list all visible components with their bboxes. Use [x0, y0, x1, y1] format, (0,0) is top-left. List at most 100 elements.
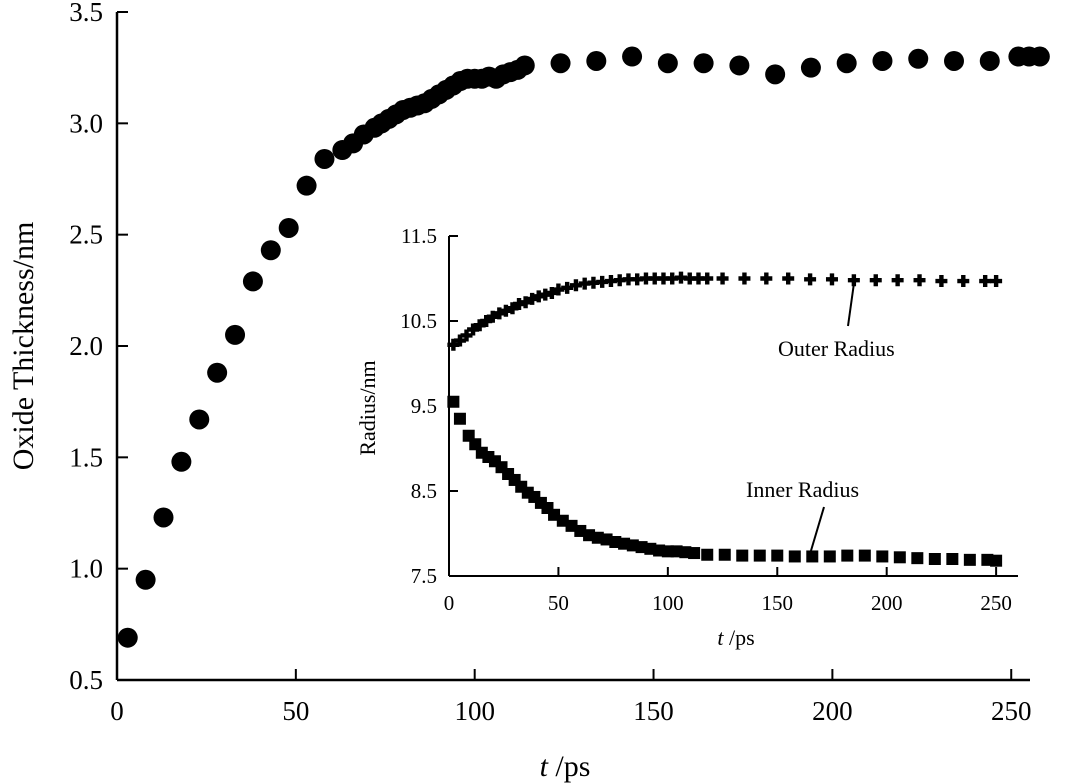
- outer-radius-point: [513, 298, 526, 310]
- inset-x-axis-title: t /ps: [717, 625, 754, 650]
- outer-radius-point: [990, 275, 1003, 288]
- inner-radius-leader: [809, 506, 825, 555]
- main-y-tick-label: 3.5: [69, 0, 103, 27]
- oxide-thickness-point: [622, 46, 643, 67]
- inner-radius-point: [771, 549, 784, 562]
- oxide-thickness-point: [765, 64, 786, 85]
- inner-radius-point: [963, 553, 976, 566]
- outer-radius-point: [979, 275, 992, 288]
- main-y-tick-label: 3.0: [69, 108, 103, 138]
- outer-radius-point: [486, 310, 499, 323]
- outer-radius-point: [613, 274, 626, 287]
- oxide-thickness-point: [908, 48, 929, 69]
- oxide-thickness-point: [189, 409, 210, 430]
- outer-radius-point: [526, 292, 539, 305]
- oxide-thickness-point: [944, 50, 964, 71]
- oxide-thickness-point: [550, 53, 571, 74]
- outer-radius-point: [674, 271, 687, 284]
- inner-radius-point: [508, 473, 521, 486]
- oxide-thickness-point: [260, 240, 281, 261]
- inner-radius-point: [718, 548, 731, 561]
- inner-radius-point: [736, 549, 749, 562]
- outer-radius-point: [891, 274, 904, 287]
- outer-radius-leader: [847, 282, 855, 327]
- oxide-thickness-point: [135, 569, 156, 590]
- outer-radius-point: [539, 288, 552, 301]
- inset-y-tick-label: 7.5: [411, 564, 437, 588]
- inset-y-tick-label: 11.5: [401, 224, 437, 248]
- oxide-thickness-point: [242, 271, 263, 292]
- outer-radius-point: [506, 302, 519, 315]
- inner-radius-point: [753, 549, 766, 562]
- outer-radius-point: [561, 281, 574, 294]
- outer-radius-point: [596, 275, 609, 288]
- outer-radius-point: [683, 272, 696, 285]
- inner-radius-point: [893, 551, 906, 564]
- inner-radius-point: [447, 395, 460, 408]
- inset-x-tick-label: 200: [871, 591, 903, 615]
- main-y-tick-label: 1.5: [69, 442, 103, 472]
- oxide-thickness-point: [729, 55, 750, 76]
- oxide-thickness-point: [296, 175, 317, 196]
- inner-radius-point: [453, 412, 466, 425]
- main-y-tick-label: 2.5: [69, 220, 103, 250]
- main-x-tick-label: 100: [454, 696, 495, 726]
- inner-radius-point: [823, 550, 836, 563]
- outer-radius-point: [532, 290, 545, 303]
- outer-radius-point: [847, 274, 860, 287]
- inset-y-axis-title: Radius/nm: [355, 360, 380, 455]
- outer-radius-point: [569, 279, 582, 292]
- oxide-thickness-point: [1029, 46, 1050, 67]
- main-y-tick-label: 1.0: [69, 554, 103, 584]
- oxide-thickness-point: [836, 53, 857, 74]
- outer-radius-point: [869, 274, 882, 287]
- main-y-tick-label: 0.5: [69, 665, 103, 695]
- outer-radius-label: Outer Radius: [778, 336, 895, 361]
- outer-radius-point: [639, 272, 652, 285]
- outer-radius-point: [473, 319, 486, 332]
- outer-radius-point: [631, 273, 644, 286]
- inner-radius-point: [858, 549, 871, 562]
- oxide-thickness-point: [278, 217, 299, 238]
- main-x-tick-label: 0: [110, 696, 124, 726]
- inset-x-tick-label: 100: [652, 591, 684, 615]
- inset-x-tick-label: 250: [980, 591, 1012, 615]
- outer-radius-point: [453, 334, 466, 347]
- outer-radius-point: [447, 338, 460, 351]
- inner-radius-point: [688, 547, 701, 560]
- outer-radius-point: [957, 275, 970, 288]
- outer-radius-point: [666, 272, 679, 285]
- outer-radius-point: [657, 272, 670, 285]
- oxide-thickness-point: [514, 55, 535, 76]
- oxide-thickness-point: [117, 627, 138, 648]
- inner-radius-point: [806, 550, 819, 563]
- inner-radius-point: [788, 550, 801, 563]
- main-x-tick-label: 50: [282, 696, 309, 726]
- inner-radius-point: [701, 548, 714, 561]
- outer-radius-point: [493, 307, 506, 320]
- main-y-tick-label: 2.0: [69, 331, 103, 361]
- outer-radius-point: [460, 329, 473, 342]
- outer-radius-point: [935, 275, 948, 288]
- inset-y-tick-label: 9.5: [411, 394, 437, 418]
- inner-radius-point: [911, 552, 924, 565]
- oxide-thickness-point: [171, 451, 192, 472]
- outer-radius-point: [716, 272, 729, 285]
- inset-x-tick-label: 0: [444, 591, 455, 615]
- outer-radius-point: [692, 272, 705, 285]
- oxide-thickness-point: [979, 50, 1000, 71]
- main-y-axis-title: Oxide Thickness/nm: [7, 222, 40, 471]
- inner-radius-point: [876, 550, 889, 563]
- outer-radius-point: [622, 273, 635, 286]
- main-x-axis-title: t /ps: [540, 750, 591, 783]
- inset-y-tick-label: 8.5: [411, 479, 437, 503]
- oxide-thickness-point: [800, 57, 821, 78]
- oxide-thickness-point: [153, 507, 174, 528]
- main-x-tick-label: 250: [991, 696, 1032, 726]
- inset-x-tick-label: 50: [548, 591, 569, 615]
- outer-radius-point: [648, 272, 661, 285]
- outer-radius-point: [760, 272, 773, 285]
- oxide-thickness-point: [225, 324, 246, 345]
- oxide-thickness-point: [872, 50, 893, 71]
